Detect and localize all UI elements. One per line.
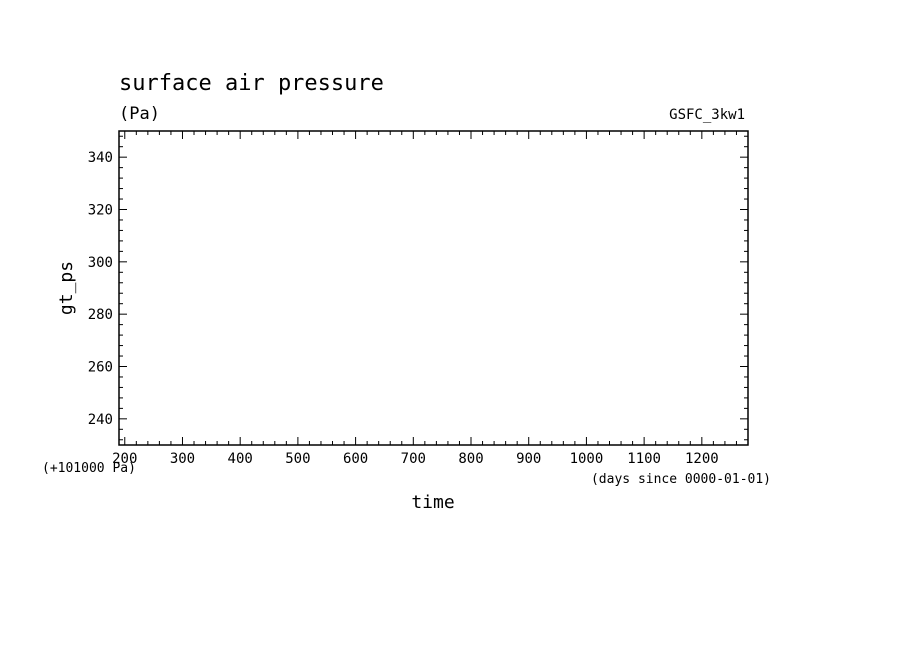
y-tick-labels: 240 260 280 300 320 340 <box>88 150 113 428</box>
plot-frame <box>118 130 749 446</box>
y-tick-label: 320 <box>88 203 113 219</box>
x-tick-label: 900 <box>516 451 541 467</box>
x-tick-label: 1200 <box>685 451 719 467</box>
x-tick-label: 400 <box>228 451 253 467</box>
x-tick-label: 1100 <box>627 451 661 467</box>
axis-ticks <box>119 131 749 445</box>
x-tick-label: 300 <box>170 451 195 467</box>
x-tick-label: 1000 <box>570 451 604 467</box>
dataset-label: GSFC_3kw1 <box>669 107 745 123</box>
y-tick-label: 240 <box>88 412 113 428</box>
chart-title: surface air pressure <box>119 71 384 96</box>
chart-units: (Pa) <box>119 104 160 124</box>
x-tick-label: 200 <box>112 451 137 467</box>
y-tick-label: 280 <box>88 307 113 323</box>
x-tick-label: 700 <box>401 451 426 467</box>
x-tick-label: 800 <box>458 451 483 467</box>
x-tick-labels: 200 300 400 500 600 700 800 900 1000 1100 1200 <box>112 451 719 467</box>
y-axis-label: gt_ps <box>56 261 77 315</box>
x-unit-note: (days since 0000-01-01) <box>591 472 771 487</box>
x-tick-label: 500 <box>285 451 310 467</box>
x-axis-label: time <box>411 492 454 513</box>
y-tick-label: 300 <box>88 255 113 271</box>
x-tick-label: 600 <box>343 451 368 467</box>
y-tick-label: 260 <box>88 360 113 376</box>
y-tick-label: 340 <box>88 150 113 166</box>
y-offset-note: (+101000 Pa) <box>42 461 136 476</box>
